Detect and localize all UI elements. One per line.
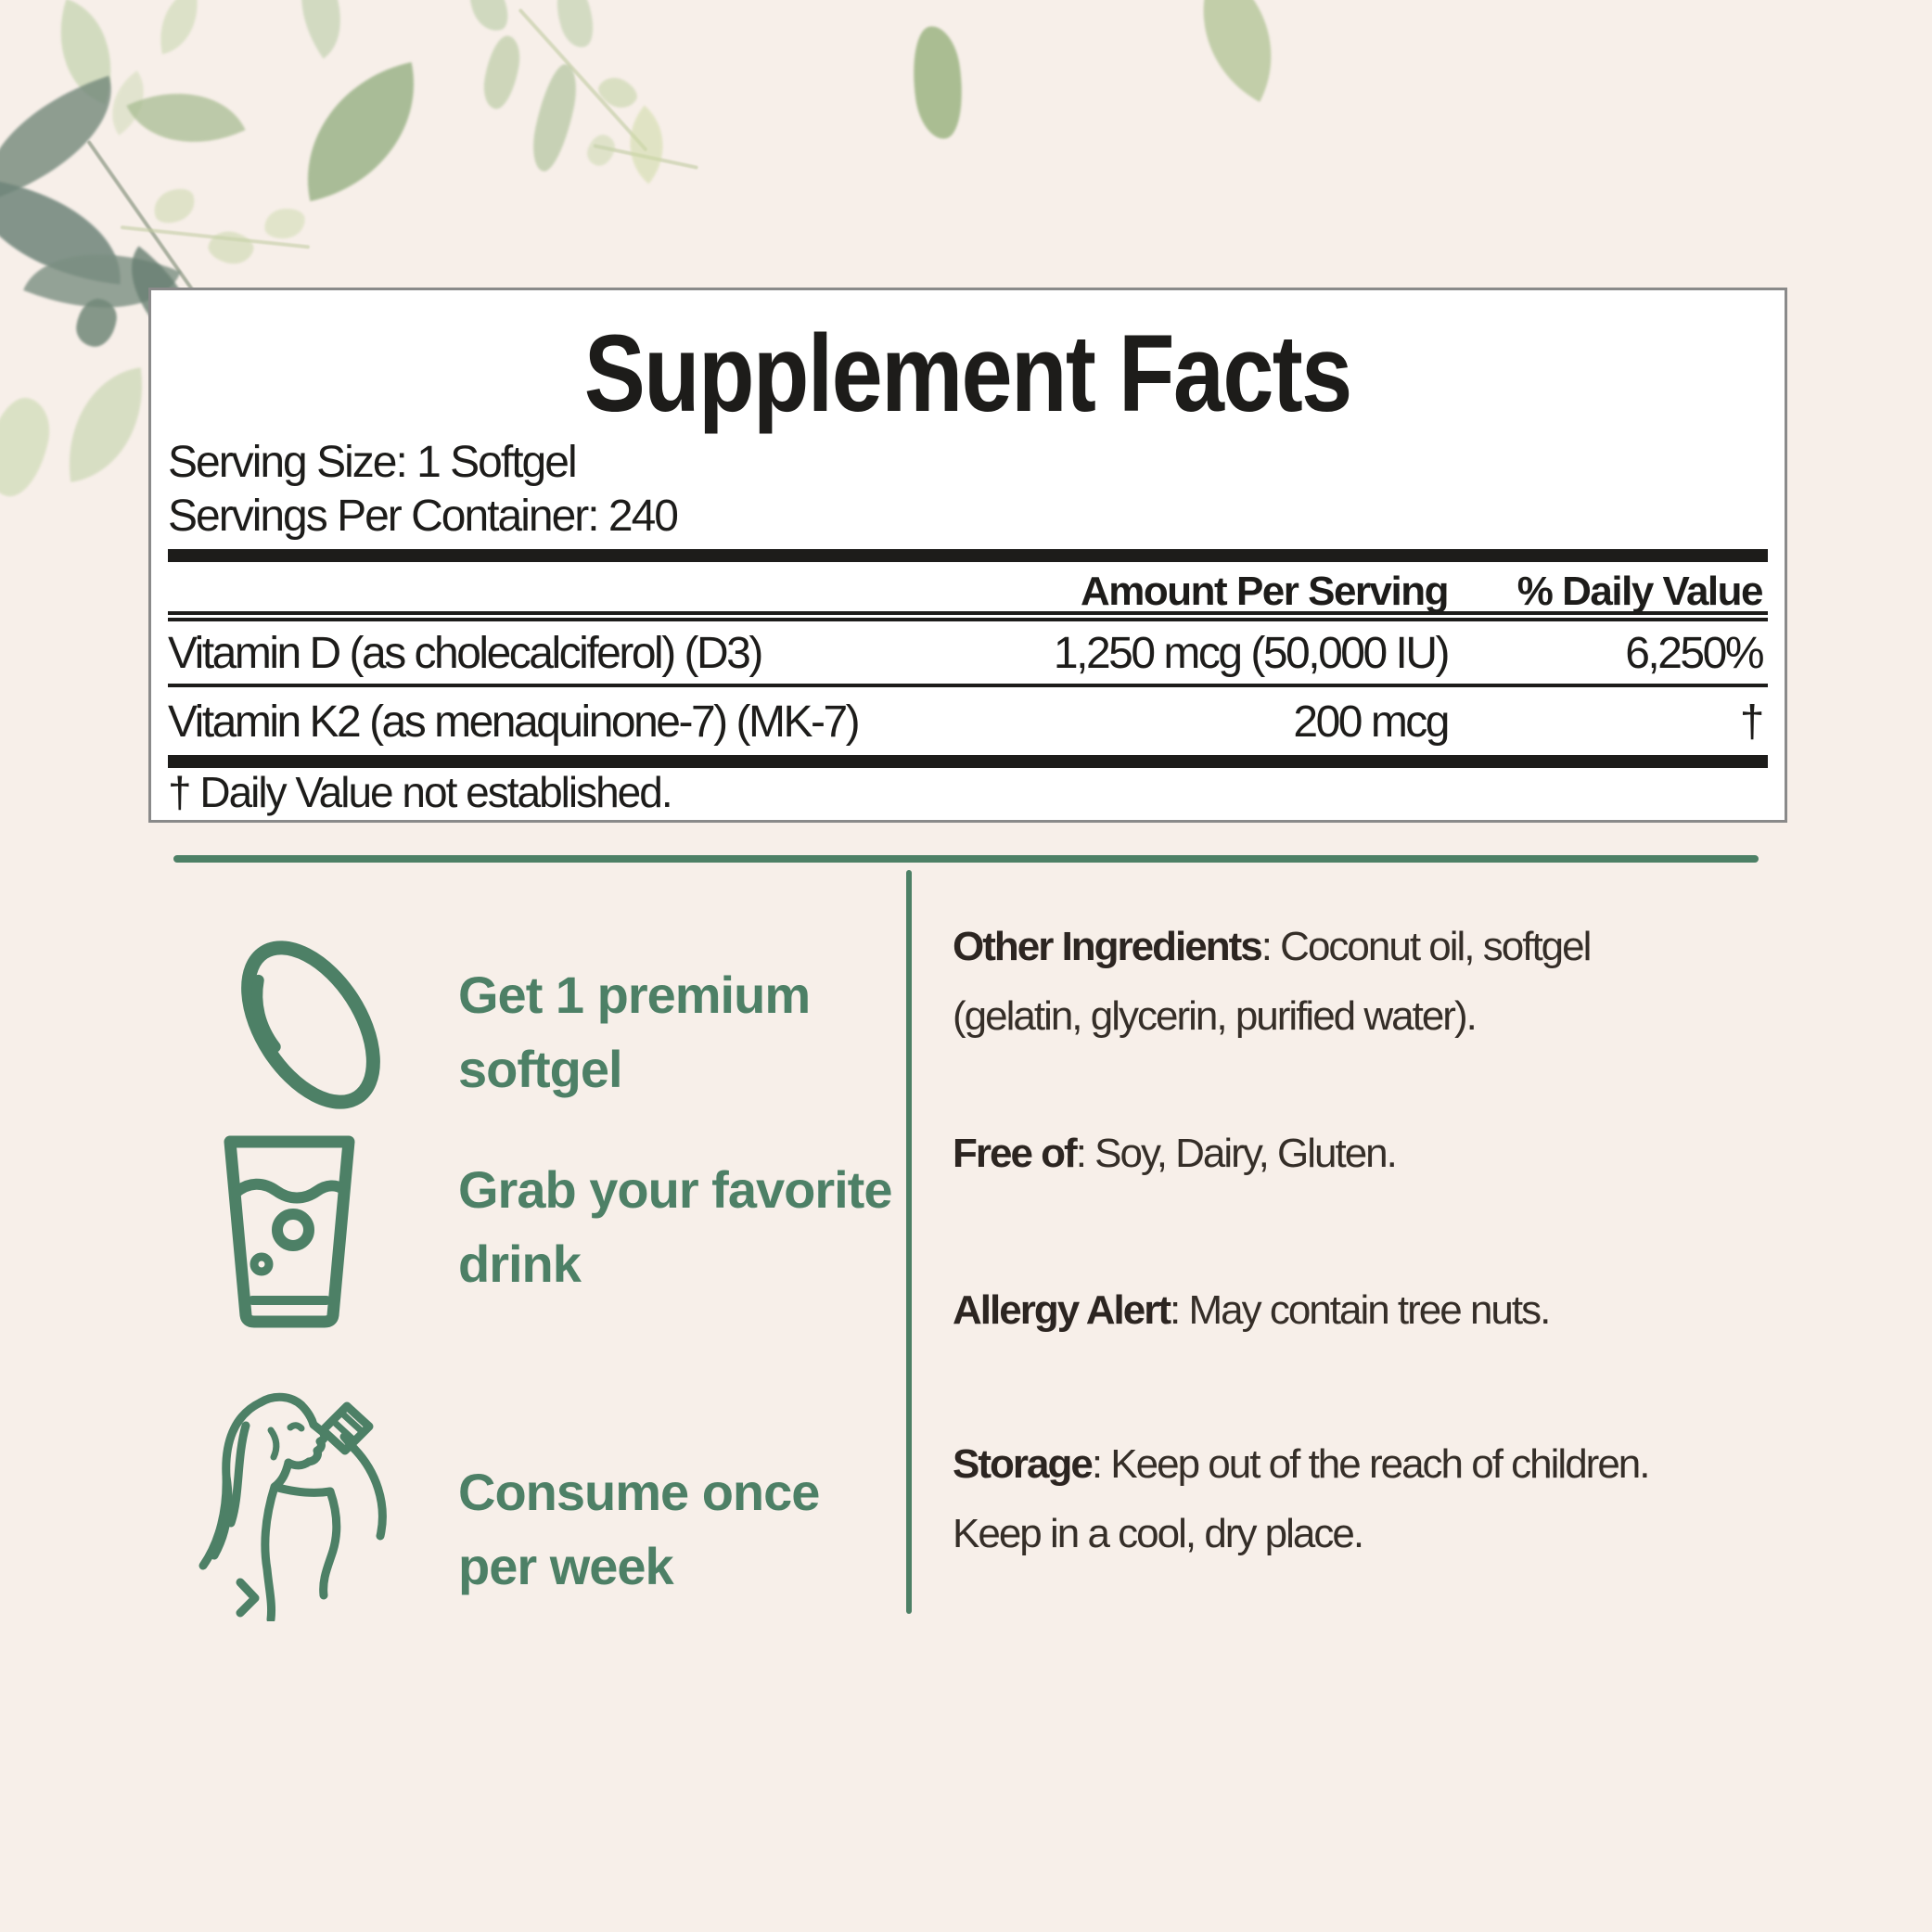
- leaf-decoration: [126, 64, 246, 172]
- allergy-alert-text: Allergy Alert: May contain tree nuts.: [953, 1287, 1551, 1333]
- nutrient-daily-value: 6,250%: [1625, 629, 1764, 678]
- woman-drinking-icon: [198, 1392, 387, 1621]
- leaf-decoration: [464, 0, 514, 37]
- leaf-decoration: [527, 60, 582, 175]
- info-column: Other Ingredients: Coconut oil, softgel …: [953, 912, 1676, 1568]
- leaf-decoration: [56, 367, 156, 482]
- leaf-decoration: [480, 32, 524, 112]
- daily-value-footnote: † Daily Value not established.: [168, 768, 673, 816]
- column-header-daily-value: % Daily Value: [1516, 569, 1764, 614]
- step-label-frequency: Consume once per week: [458, 1463, 820, 1595]
- facts-title: Supplement Facts: [584, 313, 1353, 435]
- serving-size: Serving Size: 1 Softgel: [168, 438, 578, 487]
- nutrient-amount: 200 mcg: [1293, 697, 1450, 747]
- rule-thick-top: [168, 549, 1768, 562]
- leaf-decoration: [286, 62, 436, 201]
- leaf-decoration: [0, 391, 57, 503]
- softgel-icon: [241, 940, 380, 1109]
- leaf-decoration: [150, 0, 208, 55]
- free-of-text: Free of: Soy, Dairy, Gluten.: [953, 1131, 1398, 1176]
- column-header-amount: Amount Per Serving: [1081, 569, 1449, 614]
- leaf-decoration: [594, 70, 642, 115]
- leaf-decoration: [1168, 0, 1307, 102]
- leaf-decoration: [262, 207, 307, 240]
- storage-text: Storage: Keep out of the reach of childr…: [953, 1441, 1650, 1556]
- leaf-decoration: [274, 0, 368, 59]
- rule-double: [168, 611, 1768, 621]
- leaf-decoration: [148, 184, 200, 228]
- rule-thin: [168, 684, 1768, 687]
- divider-vertical: [906, 870, 912, 1614]
- step-label-softgel: Get 1 premium softgel: [458, 966, 811, 1098]
- nutrient-name: Vitamin K2 (as menaquinone-7) (MK-7): [168, 697, 861, 747]
- servings-per-container: Servings Per Container: 240: [168, 492, 679, 541]
- nutrient-name: Vitamin D (as cholecalciferol) (D3): [168, 629, 763, 678]
- divider-horizontal: [173, 855, 1759, 863]
- leaf-decoration: [905, 22, 970, 143]
- nutrient-daily-value: †: [1739, 697, 1765, 747]
- supplement-facts-panel: Supplement Facts Serving Size: 1 Softgel…: [148, 288, 1787, 823]
- leaf-decoration: [549, 0, 601, 52]
- rule-thick-bottom: [168, 755, 1768, 768]
- glass-icon: [224, 1135, 355, 1328]
- nutrient-amount: 1,250 mcg (50,000 IU): [1053, 629, 1451, 678]
- leaf-decoration: [584, 131, 618, 170]
- leaf-decoration: [205, 226, 257, 269]
- other-ingredients-text: Other Ingredients: Coconut oil, softgel …: [953, 924, 1592, 1039]
- step-label-drink: Grab your favorite drink: [458, 1160, 892, 1293]
